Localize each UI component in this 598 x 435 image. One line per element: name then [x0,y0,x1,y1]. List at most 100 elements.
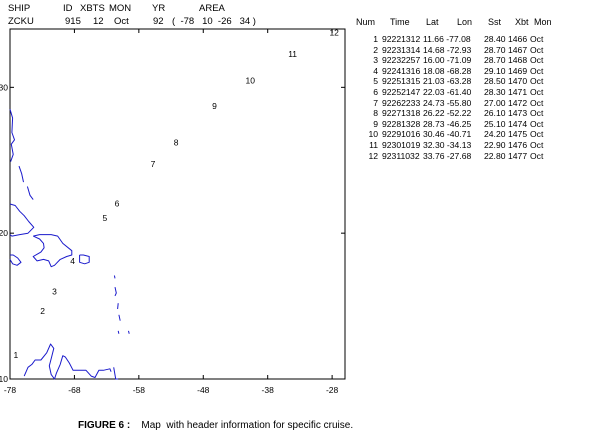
cell-xbt: 1466 [508,34,528,44]
cell-latlon: 33.76 -27.68 [423,150,472,161]
cell-xbt: 1474 [508,118,528,129]
header-yr-label: YR [152,3,166,14]
cell-mon: Oct [530,108,544,119]
coastline [9,109,15,162]
col-header-sst: Sst [488,17,502,27]
coastline [113,275,116,279]
coastline [9,254,22,266]
cell-latlon: 32.30 -34.13 [423,140,472,150]
cell-num: 2 [373,44,378,55]
map-frame [9,28,346,380]
station-label-8: 8 [174,137,179,147]
x-tick-label: -68 [68,385,81,395]
station-label-7: 7 [151,159,156,169]
cell-num: 5 [373,76,378,87]
coastline [113,367,119,380]
station-label-2: 2 [40,306,45,316]
cell-time: 92232257 [382,55,421,66]
cell-mon: Oct [530,87,544,97]
cell-sst: 24.20 [484,129,506,140]
cell-sst: 28.70 [484,55,506,66]
col-header-lon: Lon [457,17,473,27]
coastline [32,234,73,268]
header-id-label: ID [63,3,73,14]
cell-time: 92271318 [382,108,421,119]
station-label-4: 4 [70,256,75,266]
cell-mon: Oct [530,55,544,66]
y-tick-label: 20 [0,228,8,238]
header-mon-label: MON [109,3,132,14]
header-yr-value: 92 [153,16,164,27]
cell-latlon: 18.08 -68.28 [423,65,472,76]
x-tick-label: -38 [262,385,275,395]
cell-xbt: 1469 [508,65,528,76]
cell-time: 92251315 [382,76,421,87]
cell-sst: 28.70 [484,44,506,55]
cell-time: 92252147 [382,87,421,97]
cell-sst: 27.00 [484,97,506,108]
coastline [117,303,119,310]
cell-sst: 28.30 [484,87,506,97]
header-id-value: 915 [65,16,81,27]
cell-num: 8 [373,108,378,119]
cell-latlon: 11.66 -77.08 [423,34,471,44]
coastline [18,165,24,183]
coastline [23,343,112,380]
cell-mon: Oct [530,65,544,76]
col-header-xbt: Xbt [515,17,529,27]
col-header-time: Time [390,17,410,27]
cell-latlon: 28.73 -46.25 [423,118,472,129]
cell-latlon: 30.46 -40.71 [423,129,472,140]
coastline [79,254,90,265]
x-tick-label: -48 [197,385,210,395]
station-label-1: 1 [14,350,19,360]
x-tick-label: -58 [133,385,146,395]
cell-xbt: 1468 [508,55,528,66]
x-tick-label: -28 [326,385,339,395]
cell-mon: Oct [530,129,544,140]
cell-latlon: 16.00 -71.09 [423,55,472,66]
cell-num: 7 [373,97,378,108]
header-xbts-label: XBTS [80,3,105,14]
cell-num: 9 [373,118,378,129]
cell-time: 92231314 [382,44,421,55]
cell-time: 92311032 [382,150,420,161]
coastline [118,314,121,321]
cell-num: 1 [373,34,378,44]
cell-sst: 28.40 [484,34,506,44]
figure-caption: FIGURE 6 : Map with header information f… [78,420,353,431]
cell-sst: 22.80 [484,150,506,161]
cell-xbt: 1472 [508,97,528,108]
y-tick-label: 10 [0,374,8,384]
cell-mon: Oct [530,118,544,129]
cell-xbt: 1475 [508,129,528,140]
cell-time: 92291016 [382,129,421,140]
coastline [128,330,130,334]
station-label-12: 12 [329,28,339,38]
cell-sst: 28.50 [484,76,506,87]
cell-time: 92281328 [382,118,421,129]
station-label-10: 10 [245,76,255,86]
header-ship-value: ZCKU [8,16,34,27]
coastline [117,330,120,334]
cell-mon: Oct [530,34,544,44]
station-label-9: 9 [212,101,217,111]
cell-time: 92221312 [382,34,421,44]
caption-label: FIGURE 6 : [78,420,131,431]
cell-num: 6 [373,87,378,97]
cell-mon: Oct [530,97,544,108]
cell-sst: 26.10 [484,108,506,119]
cell-latlon: 21.03 -63.28 [423,76,472,87]
header-mon-value: Oct [114,16,129,27]
cell-xbt: 1467 [508,44,528,55]
header-area-value: ( -78 10 -26 34 ) [172,16,256,27]
cell-mon: Oct [530,76,544,87]
cell-latlon: 24.73 -55.80 [423,97,472,108]
cell-num: 12 [368,150,378,161]
cell-mon: Oct [530,44,544,55]
cell-xbt: 1471 [508,87,528,97]
cell-latlon: 14.68 -72.93 [423,44,472,55]
col-header-num: Num [356,17,376,27]
cell-xbt: 1477 [508,150,528,161]
